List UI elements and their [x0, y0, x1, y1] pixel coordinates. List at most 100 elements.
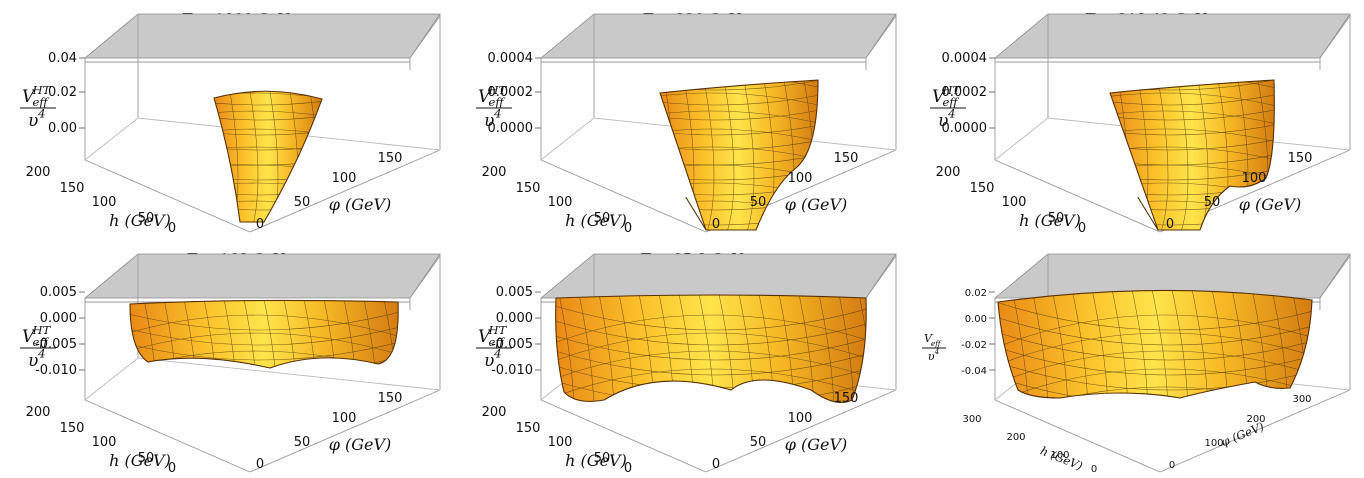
- plot-box: [993, 253, 1351, 473]
- phi-tick-label: 150: [834, 151, 859, 166]
- z-label-sup: HT: [488, 323, 508, 337]
- phi-tick-label: 0: [256, 457, 264, 472]
- z-label-denominator: υ: [28, 351, 38, 371]
- z-label-den-sup: 4: [933, 347, 939, 356]
- z-label-den-sup: 4: [947, 106, 955, 120]
- z-tick-label: 0.00: [965, 314, 987, 325]
- z-tick-label: 0.000: [496, 311, 533, 326]
- z-label-numerator: V: [478, 87, 492, 107]
- z-label-sub: eff: [931, 339, 942, 348]
- phi-axis-title: φ (GeV): [329, 435, 392, 454]
- z-label-sup: HT: [488, 83, 508, 97]
- h-tick-label: 200: [1006, 432, 1025, 443]
- potential-surface: [129, 299, 399, 369]
- z-label-sup: HT: [32, 83, 52, 97]
- phi-tick-label: 100: [788, 171, 813, 186]
- h-tick-label: 0: [168, 221, 176, 236]
- phi-tick-label: 150: [378, 391, 403, 406]
- surface-mesh: [214, 91, 322, 222]
- z-label-denominator: υ: [938, 111, 948, 131]
- h-tick-label: 50: [138, 451, 155, 466]
- h-tick-label: 200: [26, 405, 51, 420]
- phi-tick-label: 200: [1246, 414, 1265, 425]
- phi-tick-label: 0: [712, 217, 720, 232]
- h-tick-label: 200: [482, 165, 507, 180]
- h-axis-title: h (GeV): [1019, 211, 1081, 230]
- z-tick-label: 0.00: [48, 121, 77, 136]
- z-tick-label: 0.04: [48, 51, 77, 66]
- z-label-numerator: V: [478, 327, 492, 347]
- phi-tick-label: 150: [378, 151, 403, 166]
- plot-box: [83, 253, 441, 473]
- phi-tick-label: 100: [332, 411, 357, 426]
- z-tick-label: 0.000: [40, 311, 77, 326]
- phi-tick-label: 0: [712, 457, 720, 472]
- phi-axis-title: φ (GeV): [785, 435, 848, 454]
- phi-tick-label: 0: [1166, 217, 1174, 232]
- h-tick-label: 100: [548, 435, 573, 450]
- h-tick-label: 200: [936, 165, 961, 180]
- phi-tick-label: 50: [750, 195, 767, 210]
- z-label-numerator: V: [22, 87, 36, 107]
- phi-tick-label: 100: [788, 411, 813, 426]
- phi-axis-title: φ (GeV): [329, 195, 392, 214]
- surface-mesh: [130, 300, 399, 368]
- z-tick-label: 0.0002: [942, 85, 988, 100]
- z-label-sup: HT: [32, 323, 52, 337]
- z-tick-label: -0.010: [491, 363, 533, 378]
- z-tick-label: 0.005: [40, 285, 77, 300]
- phi-axis-title: φ (GeV): [1219, 419, 1266, 449]
- phi-tick-label: 300: [1292, 394, 1311, 405]
- surface-body: [213, 90, 323, 223]
- h-tick-label: 0: [168, 461, 176, 476]
- h-tick-label: 300: [962, 414, 981, 425]
- z-tick-label: 0.02: [965, 288, 987, 299]
- panel-4: T = 168 GeV0.0050.000-0.005-0.010VeffHTυ…: [20, 250, 441, 476]
- phi-tick-label: 0: [256, 217, 264, 232]
- surface-body: [129, 299, 399, 369]
- z-label-sub: eff: [489, 335, 506, 349]
- z-label-den-sup: 4: [493, 106, 501, 120]
- potential-surface: [1109, 79, 1275, 231]
- h-tick-label: 150: [516, 421, 541, 436]
- h-axis-title: h (GeV): [565, 451, 627, 470]
- h-tick-label: 0: [624, 221, 632, 236]
- surface-mesh: [660, 80, 818, 230]
- h-tick-label: 150: [970, 181, 995, 196]
- h-tick-label: 0: [1091, 464, 1097, 475]
- potential-surface: [555, 294, 867, 403]
- phi-tick-label: 100: [1204, 438, 1223, 449]
- phi-tick-label: 50: [294, 195, 311, 210]
- phi-tick-label: 50: [294, 435, 311, 450]
- z-label-denominator: υ: [928, 350, 935, 363]
- z-label-numerator: V: [932, 87, 946, 107]
- z-label-sub: eff: [943, 95, 960, 109]
- z-tick-label: 0.0000: [488, 121, 534, 136]
- potential-surface: [659, 79, 819, 231]
- z-tick-label: 0.0004: [488, 51, 534, 66]
- z-label-den-sup: 4: [37, 106, 45, 120]
- h-tick-label: 0: [1078, 221, 1086, 236]
- z-label-den-sup: 4: [493, 346, 501, 360]
- h-axis-title: h (GeV): [109, 211, 171, 230]
- z-label-denominator: υ: [484, 351, 494, 371]
- h-tick-label: 50: [594, 451, 611, 466]
- z-tick-label: -0.010: [35, 363, 77, 378]
- z-label-den-sup: 4: [37, 346, 45, 360]
- phi-tick-label: 100: [332, 171, 357, 186]
- z-label-sub: eff: [489, 95, 506, 109]
- z-label-denominator: υ: [484, 111, 494, 131]
- z-label-denominator: υ: [28, 111, 38, 131]
- z-tick-label: 0.0000: [942, 121, 988, 136]
- phi-tick-label: 50: [1204, 195, 1221, 210]
- z-tick-label: -0.02: [961, 340, 987, 351]
- phi-axis-title: φ (GeV): [1239, 195, 1302, 214]
- phi-tick-label: 150: [1288, 151, 1313, 166]
